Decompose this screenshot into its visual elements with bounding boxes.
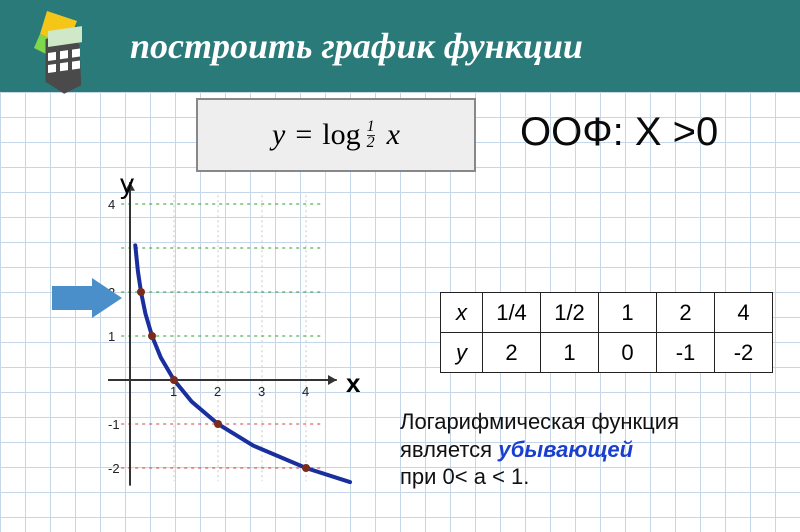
svg-text:4: 4	[302, 384, 309, 399]
header-bar: построить график функции	[0, 0, 800, 92]
formula-lhs: y	[272, 118, 285, 152]
table-cell: 2	[483, 333, 541, 373]
conclusion-highlight: убывающей	[498, 437, 633, 462]
svg-text:-2: -2	[108, 461, 120, 476]
formula-base: 1 2	[367, 120, 375, 150]
conclusion-part1: Логарифмическая функция	[400, 409, 679, 434]
arrow-callout-icon	[52, 278, 122, 323]
table-cell: 2	[657, 293, 715, 333]
table-cell: 1	[599, 293, 657, 333]
formula-base-den: 2	[367, 134, 375, 151]
conclusion-part2: является	[400, 437, 498, 462]
svg-text:1: 1	[108, 329, 115, 344]
formula-func: log	[322, 118, 360, 152]
svg-text:-1: -1	[108, 417, 120, 432]
value-table: x 1/4 1/2 1 2 4 y 2 1 0 -1 -2	[440, 292, 773, 373]
table-cell: -2	[715, 333, 773, 373]
svg-text:4: 4	[108, 197, 115, 212]
svg-text:1: 1	[170, 384, 177, 399]
table-row: x 1/4 1/2 1 2 4	[441, 293, 773, 333]
table-row: y 2 1 0 -1 -2	[441, 333, 773, 373]
formula-box: y = log 1 2 x	[196, 98, 476, 172]
conclusion-part3: при 0< a < 1.	[400, 464, 529, 489]
svg-text:3: 3	[258, 384, 265, 399]
table-cell: 1	[541, 333, 599, 373]
chart-svg: 1234124-1-2	[30, 180, 410, 520]
page-title: построить график функции	[130, 25, 583, 67]
table-cell: 4	[715, 293, 773, 333]
formula-arg: x	[387, 118, 400, 152]
table-head-y: y	[441, 333, 483, 373]
calculator-icon	[12, 6, 112, 106]
conclusion-text: Логарифмическая функция является убывающ…	[400, 408, 800, 491]
y-axis-label: y	[120, 168, 134, 200]
table-cell: -1	[657, 333, 715, 373]
domain-note: ООФ: Х >0	[520, 110, 718, 155]
table-cell: 1/2	[541, 293, 599, 333]
log-chart: y 1234124-1-2 x	[30, 180, 410, 520]
table-cell: 1/4	[483, 293, 541, 333]
table-head-x: x	[441, 293, 483, 333]
formula-eq: =	[295, 118, 312, 152]
x-axis-label: x	[346, 368, 360, 399]
svg-text:2: 2	[214, 384, 221, 399]
table-cell: 0	[599, 333, 657, 373]
